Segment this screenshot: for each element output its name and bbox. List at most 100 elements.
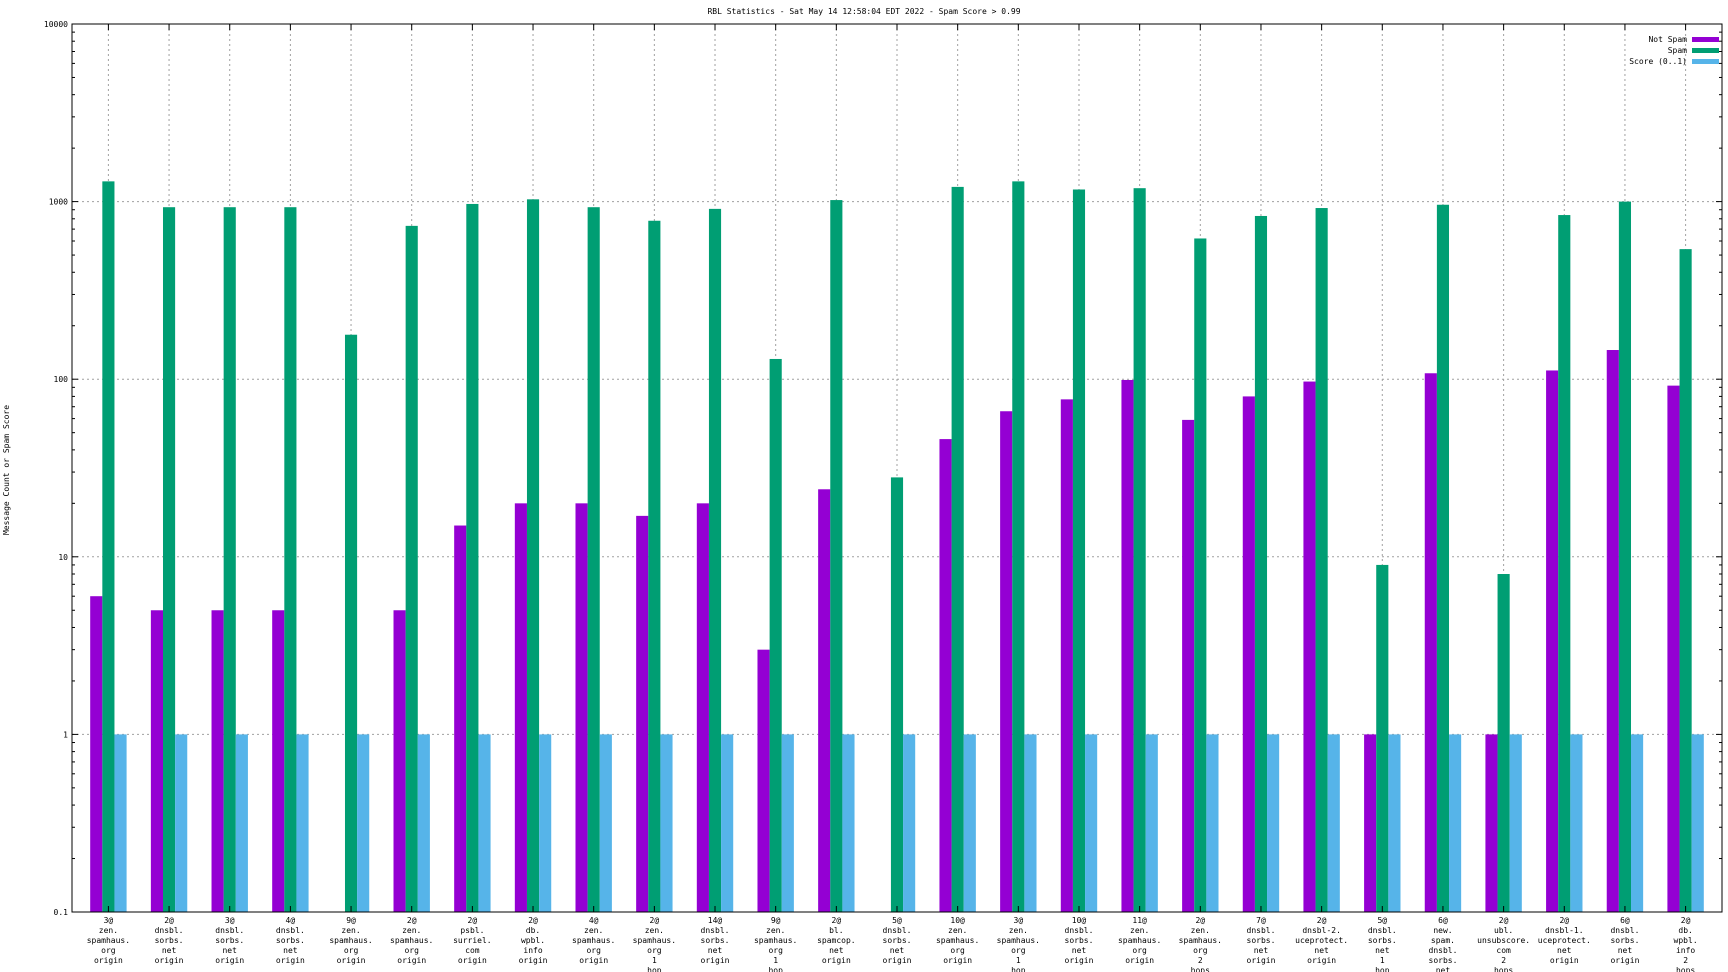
y-tick-label: 0.1 (54, 908, 69, 917)
bar-not-spam (939, 439, 952, 912)
bar-spam (1315, 208, 1328, 913)
bar-not-spam (272, 610, 285, 912)
x-category-label: 5@ dnsbl. sorbs. net 1 hop (1368, 916, 1397, 972)
bar-score-0-1 (478, 734, 491, 912)
bar-score-0-1 (599, 734, 612, 912)
bar-score-0-1 (1024, 734, 1037, 912)
bar-score-0-1 (1691, 734, 1704, 912)
bar-not-spam (575, 503, 588, 912)
bar-spam (1376, 564, 1389, 912)
x-category-label: 3@ zen. spamhaus. org origin (87, 916, 130, 965)
bar-score-0-1 (1449, 734, 1462, 912)
bar-spam (890, 477, 904, 912)
x-category-label: 5@ dnsbl. sorbs. net origin (883, 916, 912, 965)
bar-spam (587, 207, 600, 912)
legend-label: Score (0..1) (1629, 57, 1687, 66)
bar-not-spam (1303, 381, 1316, 913)
bar-not-spam (1060, 399, 1073, 912)
bar-score-0-1 (1327, 734, 1340, 912)
bar-score-0-1 (1145, 734, 1158, 912)
legend-label: Not Spam (1648, 35, 1687, 44)
bar-spam (344, 334, 358, 912)
bar-spam (1194, 238, 1207, 912)
x-category-label: 2@ dnsbl-2. uceprotect. net origin (1295, 916, 1348, 965)
bar-not-spam (150, 610, 163, 912)
bar-spam (1254, 215, 1268, 912)
y-ticks: 0.1 1 10 100 1000 10000 (44, 20, 1722, 917)
bar-score-0-1 (1206, 734, 1219, 912)
plot-frame (71, 23, 1723, 913)
bar-spam (648, 220, 661, 913)
x-category-label: 2@ dnsbl. sorbs. net origin (155, 916, 184, 965)
bar-spam (1072, 189, 1086, 913)
bar-spam (951, 186, 964, 912)
x-category-label: 9@ zen. spamhaus. org origin (329, 916, 372, 965)
bar-score-0-1 (1631, 734, 1644, 912)
x-categories: 3@ zen. spamhaus. org origin 2@ dnsbl. sorbs. ne… (87, 916, 1698, 972)
x-category-label: 2@ ubl. unsubscore. com 2 hops (1477, 916, 1530, 972)
bar-not-spam (696, 503, 709, 912)
bar-score-0-1 (660, 734, 673, 912)
bar-not-spam (757, 649, 770, 912)
bar-score-0-1 (1267, 734, 1280, 912)
bar-spam (1436, 204, 1450, 912)
bar-not-spam (211, 610, 224, 912)
x-category-label: 2@ zen. spamhaus. org 1 hop (633, 916, 676, 972)
bar-score-0-1 (903, 734, 916, 912)
x-category-label: 2@ db. wpbl. info origin (519, 916, 548, 965)
bar-spam (830, 200, 843, 912)
legend-swatch (1692, 48, 1719, 53)
bar-spam (1558, 215, 1571, 913)
bar-spam (1012, 181, 1025, 913)
x-category-label: 2@ zen. spamhaus. org origin (390, 916, 433, 965)
y-axis-label: Message Count or Spam Score (2, 405, 11, 535)
x-category-label: 2@ bl. spamcop. net origin (817, 916, 856, 965)
bar-not-spam (1667, 385, 1680, 912)
bar-spam (162, 207, 176, 912)
x-category-label: 2@ dnsbl-1. uceprotect. net origin (1538, 916, 1591, 965)
x-category-label: 2@ zen. spamhaus. org 2 hops (1179, 916, 1222, 972)
bar-not-spam (1546, 370, 1559, 913)
bar-score-0-1 (417, 734, 430, 912)
bar-not-spam (1242, 396, 1255, 912)
x-category-label: 4@ dnsbl. sorbs. net origin (276, 916, 305, 965)
bar-score-0-1 (1570, 734, 1583, 912)
bar-not-spam (636, 515, 649, 912)
chart-title: RBL Statistics - Sat May 14 12:58:04 EDT… (707, 7, 1020, 16)
bar-not-spam (1606, 350, 1619, 912)
bar-score-0-1 (114, 734, 127, 912)
bars (90, 181, 1704, 913)
bar-not-spam (818, 489, 831, 912)
bar-spam (1133, 188, 1146, 912)
legend-label: Spam (1668, 46, 1687, 55)
bar-spam (284, 207, 297, 912)
bar-not-spam (1182, 419, 1195, 912)
bar-score-0-1 (1388, 734, 1401, 912)
bar-score-0-1 (721, 734, 734, 912)
bar-score-0-1 (842, 734, 855, 912)
bar-score-0-1 (781, 734, 794, 912)
bar-not-spam (1121, 379, 1134, 912)
x-category-label: 3@ dnsbl. sorbs. net origin (215, 916, 244, 965)
bar-not-spam (454, 525, 467, 912)
bar-spam (1679, 249, 1692, 913)
bar-spam (466, 203, 479, 912)
bar-spam (223, 207, 236, 912)
bar-score-0-1 (175, 734, 188, 912)
x-category-label: 10@ dnsbl. sorbs. net origin (1065, 916, 1094, 965)
bar-not-spam (1485, 734, 1498, 912)
bar-not-spam (393, 610, 406, 912)
legend: Not Spam Spam Score (0..1) (1629, 35, 1719, 66)
y-tick-label: 10 (58, 553, 68, 562)
x-category-label: 2@ db. wpbl. info 2 hops (1674, 916, 1698, 972)
bar-spam (1497, 574, 1510, 912)
bar-not-spam (1364, 734, 1377, 912)
x-category-label: 14@ dnsbl. sorbs. net origin (701, 916, 730, 965)
x-category-label: 11@ zen. spamhaus. org origin (1118, 916, 1161, 965)
y-tick-label: 1 (63, 730, 68, 739)
x-category-label: 10@ zen. spamhaus. org origin (936, 916, 979, 965)
x-category-label: 9@ zen. spamhaus. org 1 hop (754, 916, 797, 972)
x-category-label: 2@ psbl. surriel. com origin (453, 916, 492, 965)
